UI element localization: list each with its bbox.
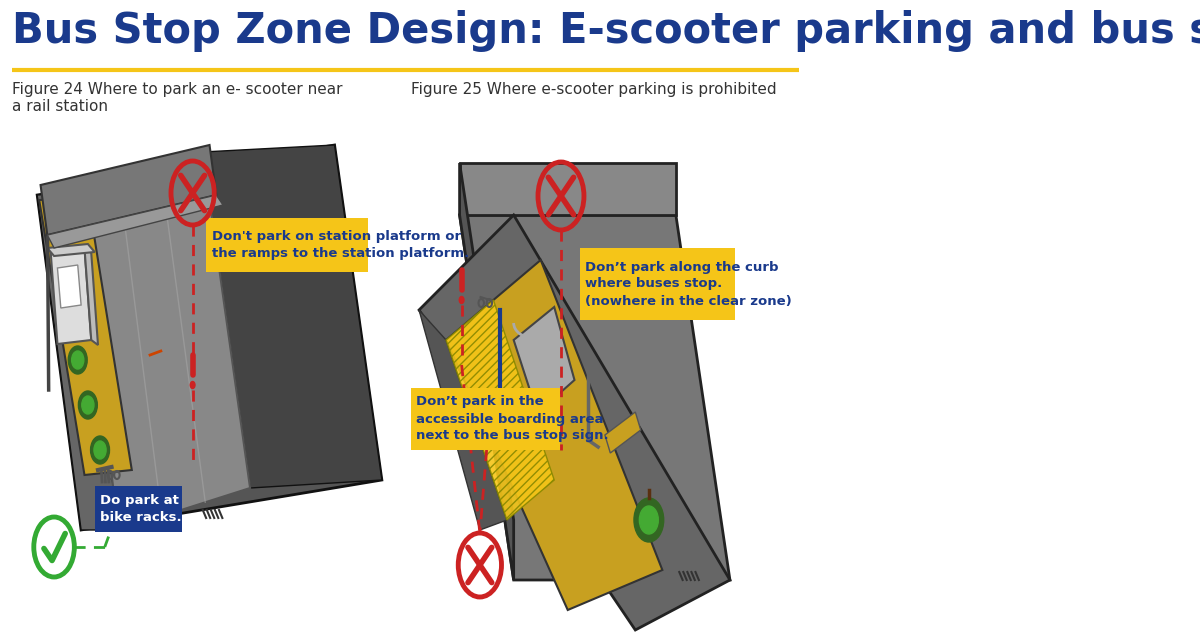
Text: Figure 24 Where to park an e- scooter near
a rail station: Figure 24 Where to park an e- scooter ne…: [12, 82, 343, 114]
Text: Don’t park along the curb
where buses stop.
(nowhere in the clear zone): Don’t park along the curb where buses st…: [586, 260, 792, 308]
Circle shape: [82, 396, 94, 414]
FancyBboxPatch shape: [493, 392, 509, 410]
Polygon shape: [419, 310, 506, 530]
Circle shape: [191, 382, 194, 389]
Text: Figure 25 Where e-scooter parking is prohibited: Figure 25 Where e-scooter parking is pro…: [410, 82, 776, 97]
Circle shape: [634, 498, 664, 542]
Circle shape: [78, 391, 97, 419]
Polygon shape: [460, 163, 676, 215]
Polygon shape: [78, 152, 250, 530]
Polygon shape: [37, 145, 382, 530]
Polygon shape: [460, 163, 514, 580]
Polygon shape: [41, 145, 216, 235]
FancyBboxPatch shape: [206, 218, 368, 272]
Text: Don’t park in the
accessible boarding area
next to the bus stop sign.: Don’t park in the accessible boarding ar…: [416, 396, 608, 443]
Polygon shape: [37, 192, 119, 530]
Text: Don't park on station platform or
the ramps to the station platform.: Don't park on station platform or the ra…: [211, 230, 469, 260]
Polygon shape: [58, 265, 82, 308]
Polygon shape: [47, 244, 95, 256]
FancyBboxPatch shape: [95, 486, 182, 532]
Polygon shape: [605, 412, 641, 453]
Circle shape: [94, 441, 106, 459]
Polygon shape: [514, 307, 575, 413]
FancyBboxPatch shape: [410, 388, 559, 450]
Circle shape: [640, 506, 659, 534]
Polygon shape: [47, 195, 223, 248]
Polygon shape: [203, 145, 382, 488]
Circle shape: [68, 346, 88, 374]
Polygon shape: [446, 260, 662, 610]
Circle shape: [90, 436, 109, 464]
Polygon shape: [419, 215, 730, 630]
Polygon shape: [460, 215, 730, 580]
FancyBboxPatch shape: [580, 248, 736, 320]
Circle shape: [72, 351, 84, 369]
Text: Do park at
bike racks.: Do park at bike racks.: [100, 494, 181, 524]
Polygon shape: [84, 248, 98, 345]
Polygon shape: [40, 197, 132, 475]
Polygon shape: [50, 248, 91, 344]
Polygon shape: [446, 300, 554, 520]
Text: Bus Stop Zone Design: E-scooter parking and bus stops: Bus Stop Zone Design: E-scooter parking …: [12, 10, 1200, 52]
Circle shape: [460, 297, 464, 304]
